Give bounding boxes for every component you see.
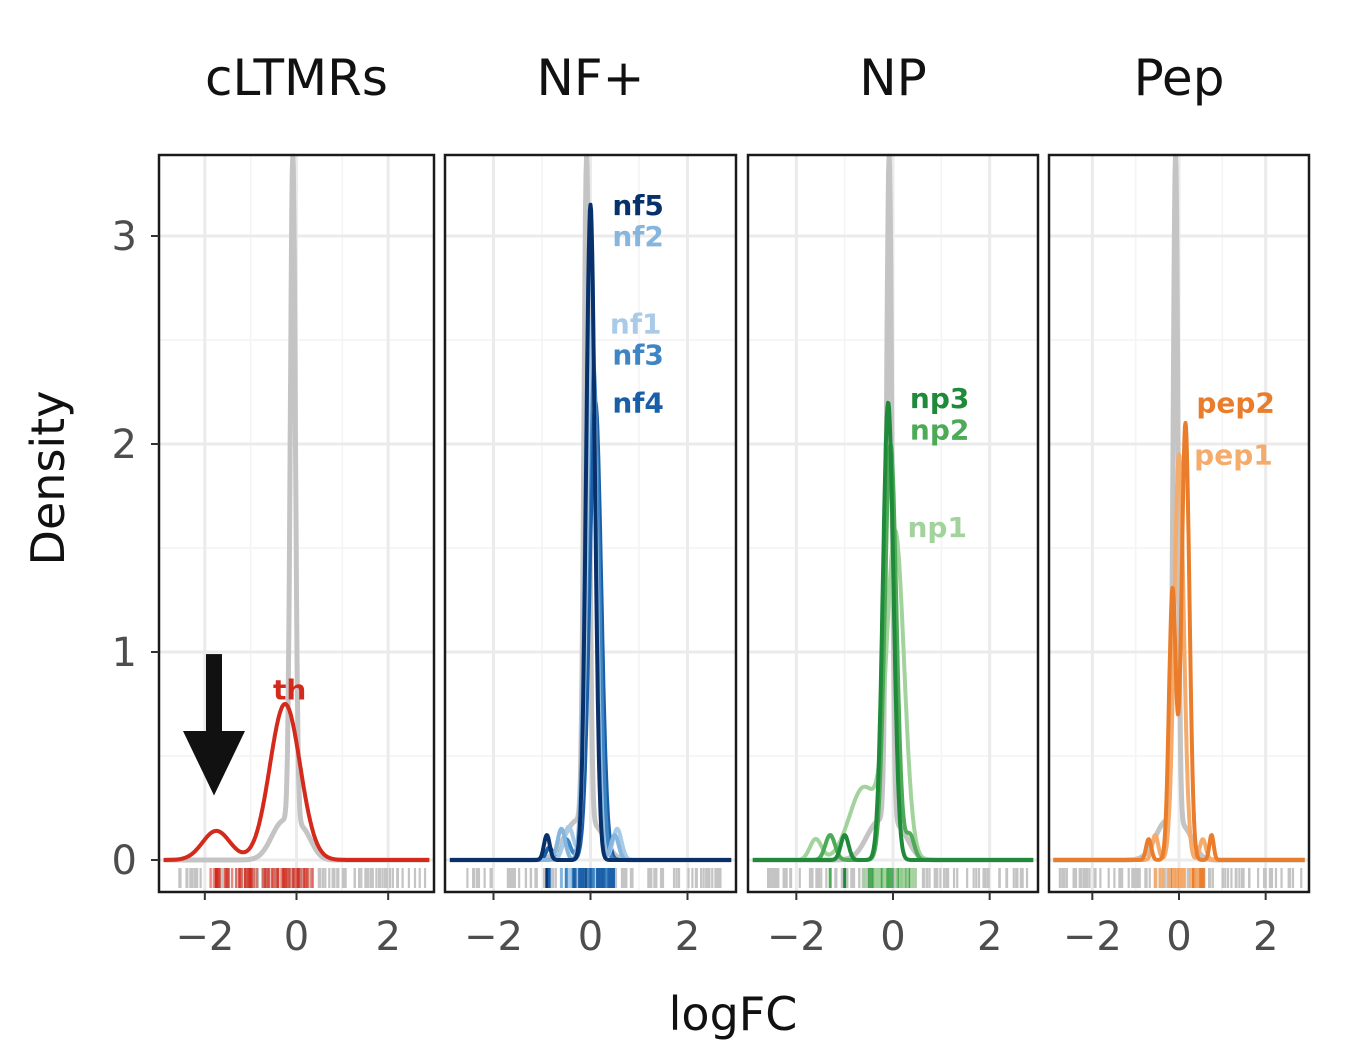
facet-title: cLTMRs [205, 49, 388, 107]
x-tick-label: 2 [1253, 914, 1278, 960]
rug [178, 868, 427, 888]
facet-panel-pep: Pep pep2 pep1 −2 0 2 [1047, 49, 1311, 960]
y-axis: 0 1 2 3 [112, 214, 159, 884]
x-tick-label: −2 [767, 914, 826, 960]
x-tick-label: 0 [578, 914, 603, 960]
series-label-np1: np1 [908, 511, 967, 544]
x-tick-label: 2 [977, 914, 1002, 960]
facet-panel-cltmrs: cLTMRs th −2 0 2 [157, 49, 436, 960]
series-label-nf2: nf2 [612, 220, 664, 253]
density-line-nf5 [448, 202, 733, 862]
y-axis-title: Density [21, 391, 75, 566]
y-tick-label: 2 [112, 422, 137, 468]
rug [466, 868, 722, 888]
x-tick-label: 0 [880, 914, 905, 960]
series-label-np3: np3 [910, 382, 969, 415]
x-tick-label: 2 [375, 914, 400, 960]
series-label-nf4: nf4 [612, 386, 664, 419]
rug [1058, 868, 1303, 888]
series-label-nf3: nf3 [612, 339, 664, 372]
series-label-pep2: pep2 [1196, 386, 1275, 419]
x-tick-label: −2 [1063, 914, 1122, 960]
y-tick-label: 3 [112, 214, 137, 260]
x-tick-label: 0 [284, 914, 309, 960]
facet-title: Pep [1134, 49, 1225, 107]
series-label-nf5: nf5 [612, 189, 664, 222]
x-tick-label: −2 [464, 914, 523, 960]
density-line-np3 [751, 400, 1035, 862]
x-tick-label: 0 [1166, 914, 1191, 960]
x-tick-label: 2 [675, 914, 700, 960]
x-tick-label: −2 [175, 914, 234, 960]
facet-title: NP [859, 49, 927, 107]
density-line-pep2 [1051, 421, 1307, 862]
series-label-th: th [273, 673, 306, 706]
arrow-head [183, 731, 245, 796]
series-label-pep1: pep1 [1194, 438, 1273, 471]
density-line-th [162, 702, 431, 862]
series-label-nf1: nf1 [610, 307, 662, 340]
series-label-np2: np2 [910, 413, 969, 446]
y-tick-label: 1 [112, 630, 137, 676]
down-arrow-icon [183, 654, 245, 796]
x-axis-title: logFC [669, 987, 798, 1041]
rug [766, 868, 1029, 888]
facet-title: NF+ [536, 49, 644, 107]
y-tick-label: 0 [112, 838, 137, 884]
arrow-shaft [206, 654, 222, 736]
